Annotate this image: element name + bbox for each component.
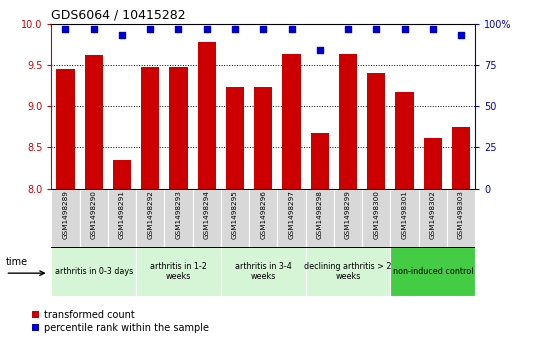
Bar (306, 189, 334, 247)
Bar (221, 189, 249, 247)
Bar (249, 189, 278, 247)
Text: GSM1498290: GSM1498290 (91, 191, 97, 239)
Bar (141, 68, 159, 189)
Bar (221, 247, 306, 296)
Bar (334, 189, 362, 247)
Bar (306, 247, 390, 296)
Bar (79, 189, 108, 247)
Bar (113, 160, 131, 189)
Bar (418, 189, 447, 247)
Point (118, 32, 126, 38)
Text: GSM1498303: GSM1498303 (458, 191, 464, 239)
Point (231, 26, 239, 32)
Text: GSM1498300: GSM1498300 (373, 191, 379, 239)
Bar (310, 132, 329, 189)
Bar (367, 73, 386, 189)
Text: GSM1498297: GSM1498297 (288, 191, 294, 239)
Text: GSM1498295: GSM1498295 (232, 191, 238, 239)
Point (372, 26, 381, 32)
Text: GSM1498296: GSM1498296 (260, 191, 266, 239)
Point (457, 32, 465, 38)
Bar (136, 247, 221, 296)
Bar (51, 247, 136, 296)
Text: GSM1498292: GSM1498292 (147, 191, 153, 239)
Text: GDS6064 / 10415282: GDS6064 / 10415282 (51, 8, 186, 21)
Bar (390, 189, 418, 247)
Point (90, 26, 98, 32)
Point (202, 26, 211, 32)
Point (61, 26, 70, 32)
Text: arthritis in 3-4
weeks: arthritis in 3-4 weeks (235, 262, 292, 281)
Bar (282, 54, 301, 189)
Text: GSM1498289: GSM1498289 (63, 191, 69, 239)
Bar (108, 189, 136, 247)
Bar (136, 189, 164, 247)
Text: GSM1498298: GSM1498298 (317, 191, 323, 239)
Bar (339, 54, 357, 189)
Point (400, 26, 409, 32)
Bar (254, 87, 273, 189)
Text: time: time (5, 257, 28, 267)
Text: GSM1498294: GSM1498294 (204, 191, 210, 239)
Bar (198, 42, 216, 189)
Text: arthritis in 1-2
weeks: arthritis in 1-2 weeks (150, 262, 207, 281)
Bar (390, 247, 475, 296)
Bar (395, 92, 414, 189)
Bar (193, 189, 221, 247)
Point (343, 26, 352, 32)
Text: GSM1498291: GSM1498291 (119, 191, 125, 239)
Bar (56, 69, 75, 189)
Bar (51, 189, 79, 247)
Bar (423, 138, 442, 189)
Point (259, 26, 268, 32)
Point (174, 26, 183, 32)
Text: GSM1498301: GSM1498301 (402, 191, 408, 239)
Bar (278, 189, 306, 247)
Bar (452, 127, 470, 189)
Legend: transformed count, percentile rank within the sample: transformed count, percentile rank withi… (32, 310, 208, 333)
Text: GSM1498299: GSM1498299 (345, 191, 351, 239)
Text: declining arthritis > 2
weeks: declining arthritis > 2 weeks (304, 262, 392, 281)
Point (146, 26, 154, 32)
Bar (84, 55, 103, 189)
Point (315, 47, 324, 53)
Text: GSM1498293: GSM1498293 (176, 191, 181, 239)
Bar (447, 189, 475, 247)
Bar (226, 87, 244, 189)
Bar (362, 189, 390, 247)
Text: non-induced control: non-induced control (393, 267, 473, 276)
Bar (164, 189, 193, 247)
Point (429, 26, 437, 32)
Bar (169, 68, 188, 189)
Text: GSM1498302: GSM1498302 (430, 191, 436, 239)
Point (287, 26, 296, 32)
Text: arthritis in 0-3 days: arthritis in 0-3 days (55, 267, 133, 276)
